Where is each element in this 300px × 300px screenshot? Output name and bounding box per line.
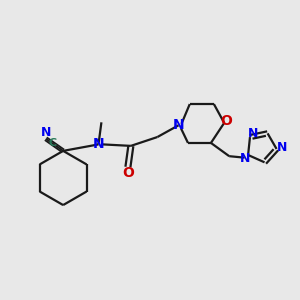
Text: O: O bbox=[220, 114, 232, 128]
Text: O: O bbox=[122, 166, 134, 180]
Text: N: N bbox=[240, 152, 250, 165]
Text: N: N bbox=[248, 127, 258, 140]
Text: C: C bbox=[48, 137, 56, 148]
Text: N: N bbox=[277, 141, 288, 154]
Text: N: N bbox=[93, 137, 104, 152]
Text: N: N bbox=[173, 118, 184, 132]
Text: N: N bbox=[40, 126, 51, 139]
